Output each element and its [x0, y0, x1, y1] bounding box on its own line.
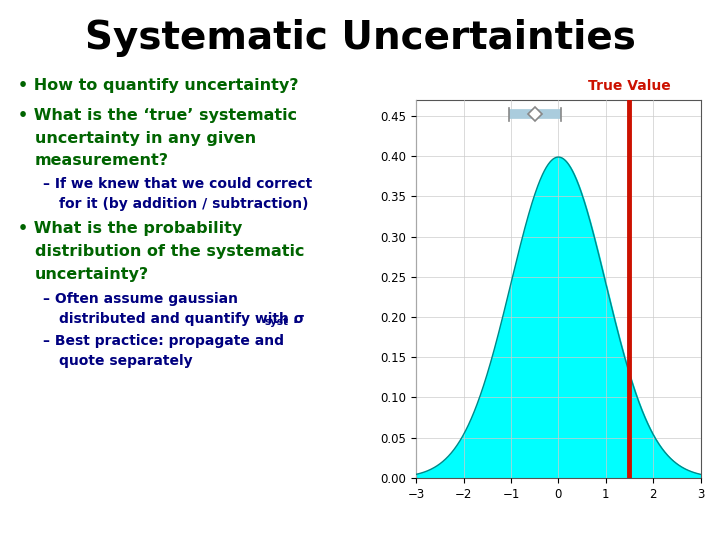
- Text: True Value: True Value: [588, 79, 671, 93]
- Text: distribution of the systematic: distribution of the systematic: [35, 244, 304, 259]
- Text: Systematic Uncertainties: Systematic Uncertainties: [84, 19, 636, 57]
- Text: uncertainty in any given: uncertainty in any given: [35, 131, 256, 146]
- Text: quote separately: quote separately: [59, 354, 193, 368]
- Text: syst: syst: [264, 317, 288, 327]
- Text: for it (by addition / subtraction): for it (by addition / subtraction): [59, 197, 309, 211]
- Text: • What is the probability: • What is the probability: [18, 221, 242, 237]
- Text: – If we knew that we could correct: – If we knew that we could correct: [43, 177, 312, 191]
- Text: distributed and quantify with σ: distributed and quantify with σ: [59, 312, 305, 326]
- Text: • How to quantify uncertainty?: • How to quantify uncertainty?: [18, 78, 299, 93]
- Text: uncertainty?: uncertainty?: [35, 267, 149, 282]
- Text: measurement?: measurement?: [35, 153, 168, 168]
- Text: – Best practice: propagate and: – Best practice: propagate and: [43, 334, 284, 348]
- Text: • What is the ‘true’ systematic: • What is the ‘true’ systematic: [18, 108, 297, 123]
- Text: – Often assume gaussian: – Often assume gaussian: [43, 292, 238, 306]
- Text: .: .: [293, 312, 298, 326]
